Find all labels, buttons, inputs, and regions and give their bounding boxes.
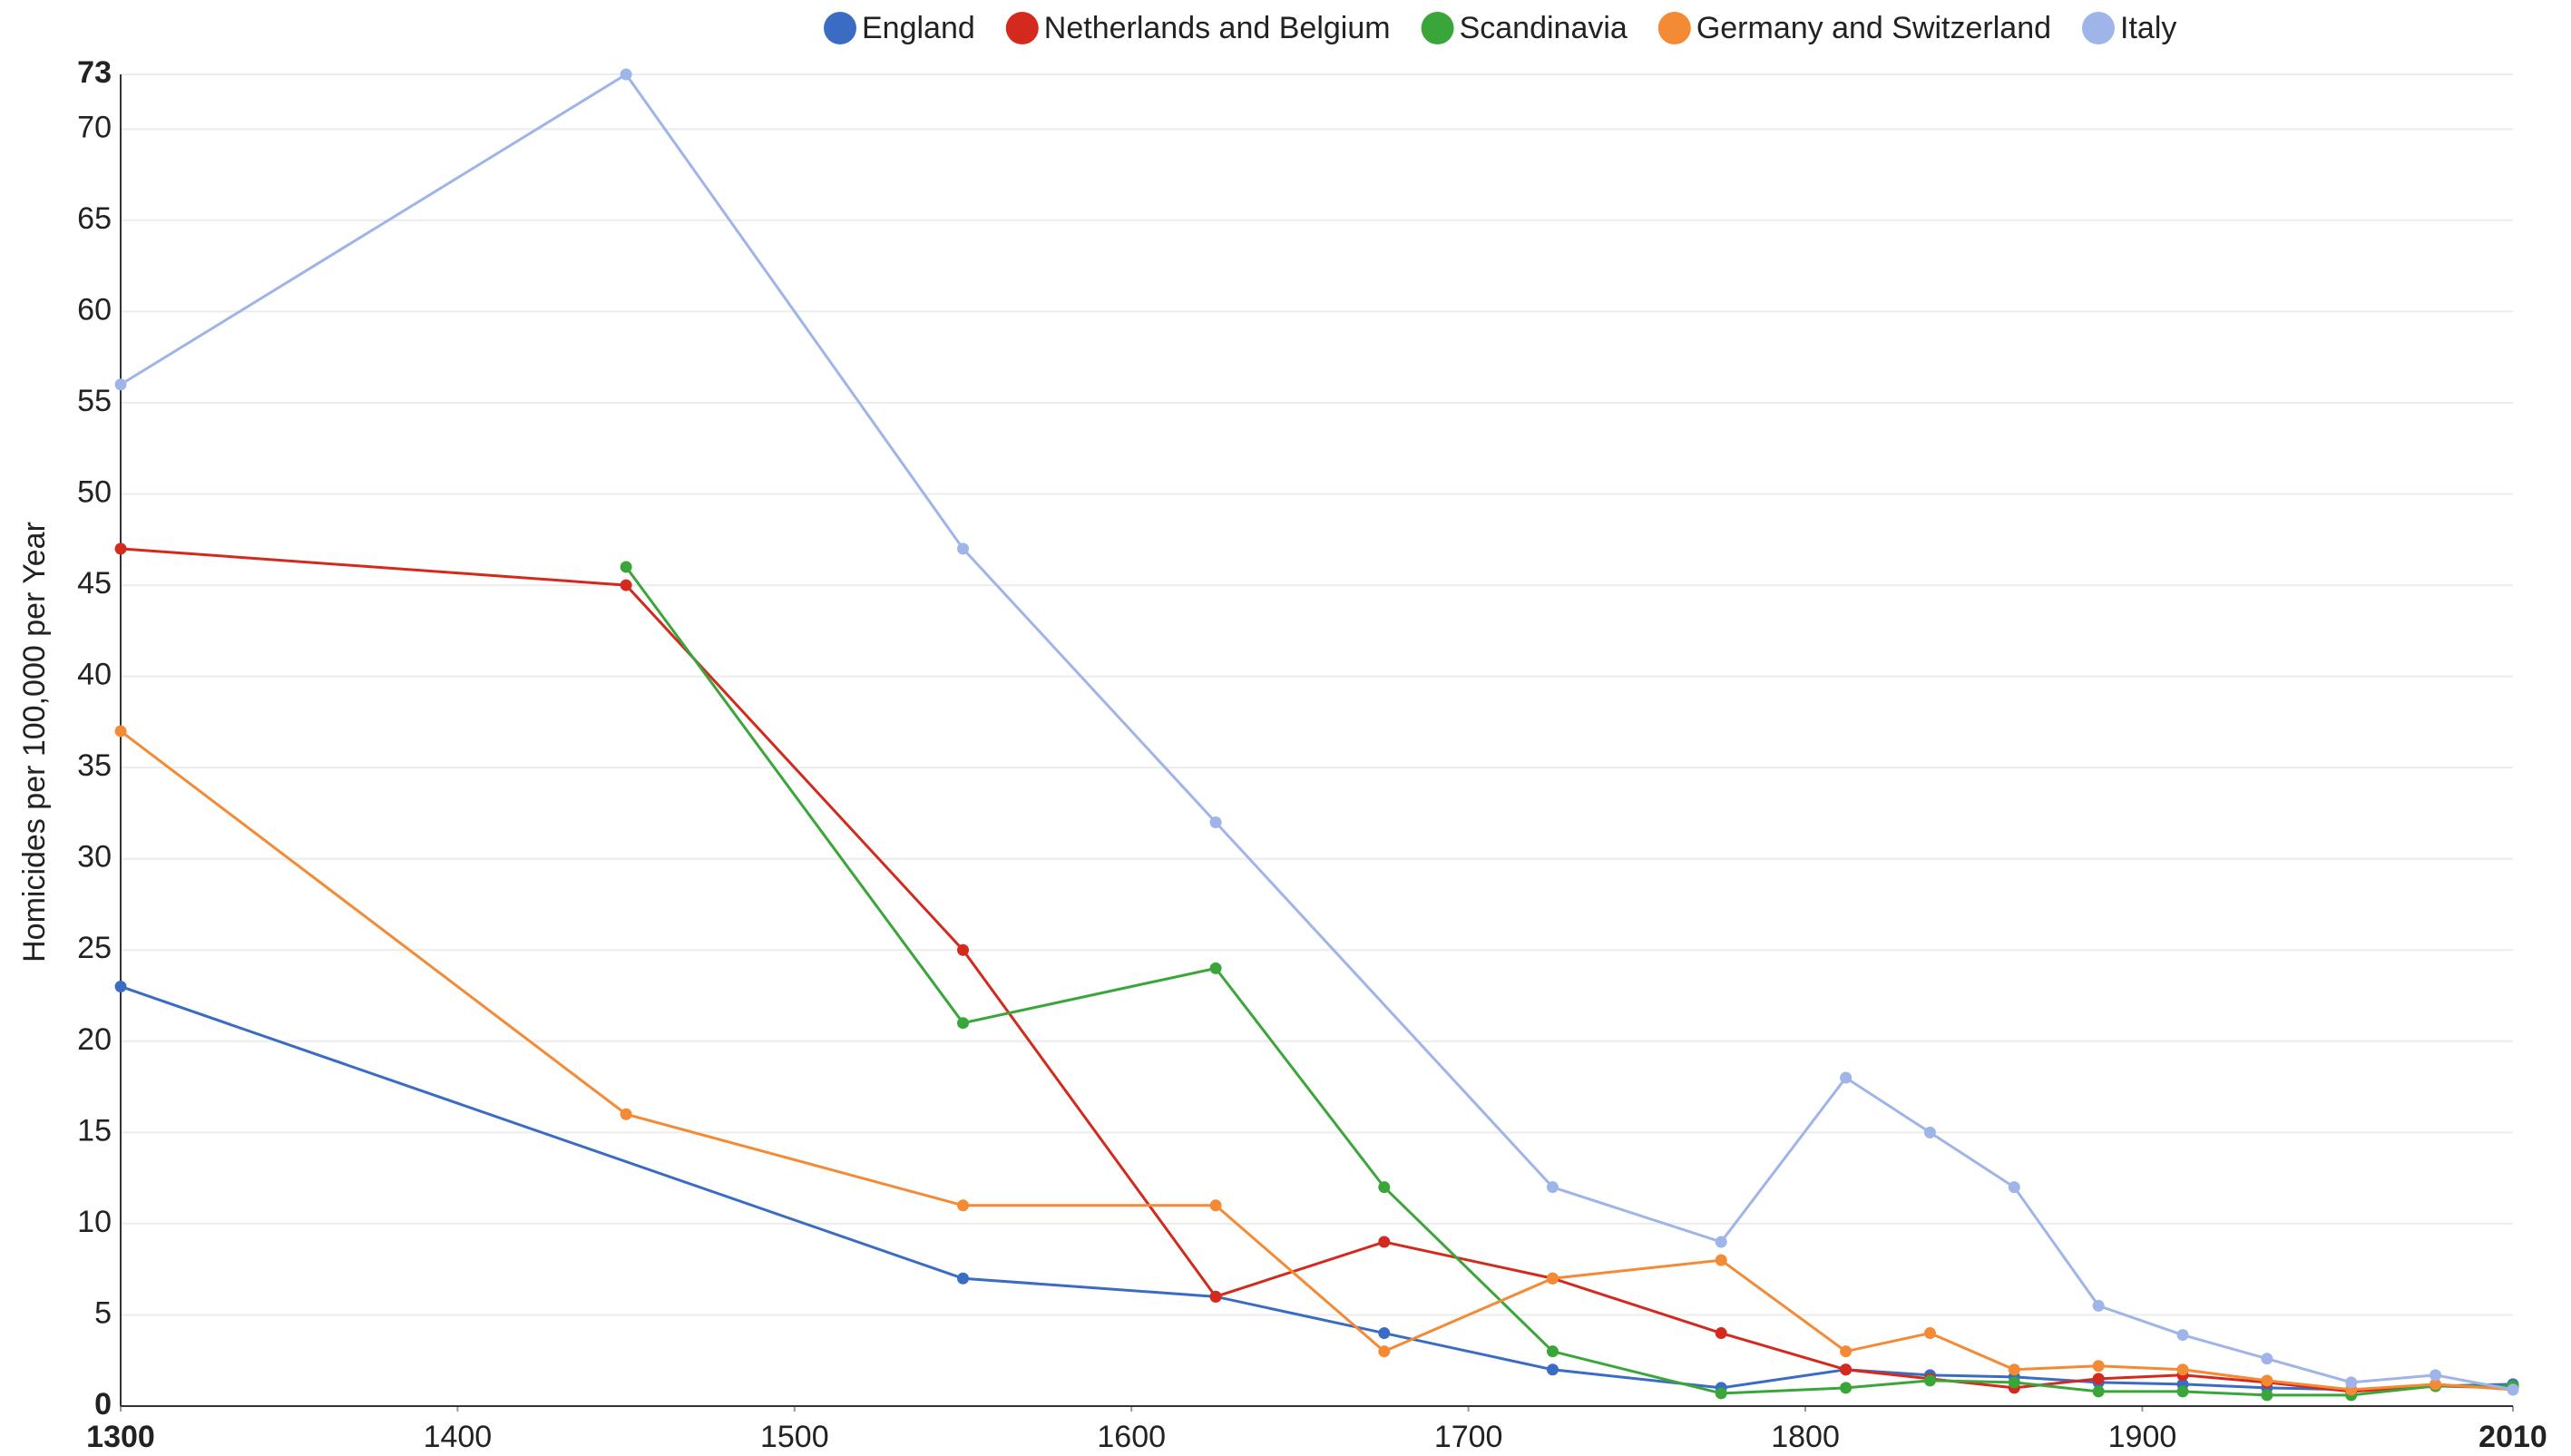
data-point bbox=[957, 542, 970, 555]
x-tick-label: 1600 bbox=[1097, 1420, 1166, 1454]
legend-label: Scandinavia bbox=[1460, 11, 1628, 45]
data-point bbox=[1715, 1254, 1727, 1266]
series-line bbox=[120, 985, 2514, 1392]
data-point bbox=[2345, 1376, 2358, 1389]
data-point bbox=[1378, 1345, 1391, 1358]
data-point bbox=[2429, 1369, 2442, 1382]
data-point bbox=[1840, 1363, 1852, 1376]
data-point bbox=[1378, 1236, 1391, 1248]
data-point bbox=[1378, 1327, 1391, 1340]
data-point bbox=[2176, 1329, 2189, 1342]
y-tick-label: 60 bbox=[77, 292, 112, 327]
x-tick-label: 1800 bbox=[1771, 1420, 1840, 1454]
y-tick-label: 50 bbox=[77, 475, 112, 510]
data-point bbox=[957, 1017, 970, 1030]
y-tick-label: 30 bbox=[77, 840, 112, 875]
y-axis-title: Homicides per 100,000 per Year bbox=[17, 522, 52, 963]
x-tick-label: 2010 bbox=[2478, 1420, 2547, 1454]
data-point bbox=[957, 943, 970, 956]
x-tick-label: 1400 bbox=[424, 1420, 493, 1454]
data-point bbox=[2261, 1374, 2273, 1387]
data-point bbox=[2008, 1181, 2020, 1194]
series-line bbox=[120, 729, 2514, 1392]
data-point bbox=[1209, 1199, 1222, 1212]
data-point bbox=[1923, 1374, 1936, 1387]
series-line bbox=[624, 566, 2513, 1397]
data-point bbox=[114, 725, 127, 738]
data-point bbox=[1546, 1181, 1559, 1194]
data-point bbox=[1715, 1327, 1727, 1340]
y-tick-label: 20 bbox=[77, 1022, 112, 1057]
x-tick-label: 1900 bbox=[2108, 1420, 2177, 1454]
legend-label: Italy bbox=[2120, 11, 2176, 45]
data-point bbox=[620, 579, 632, 591]
data-point bbox=[620, 561, 632, 573]
data-point bbox=[2261, 1353, 2273, 1365]
data-point bbox=[1840, 1071, 1852, 1084]
x-tick-label: 1300 bbox=[86, 1420, 155, 1454]
data-point bbox=[1209, 962, 1222, 974]
data-point bbox=[2176, 1363, 2189, 1376]
y-tick-label: 70 bbox=[77, 110, 112, 144]
legend-swatch bbox=[1005, 12, 1039, 44]
legend-label: Germany and Switzerland bbox=[1696, 11, 2051, 45]
data-point bbox=[620, 1108, 632, 1120]
data-point bbox=[114, 378, 127, 391]
legend-swatch bbox=[2082, 12, 2116, 44]
legend-label: Netherlands and Belgium bbox=[1044, 11, 1391, 45]
data-point bbox=[2176, 1385, 2189, 1398]
y-tick-label: 25 bbox=[77, 931, 112, 965]
x-tick-label: 1700 bbox=[1434, 1420, 1503, 1454]
data-point bbox=[1715, 1236, 1727, 1248]
data-point bbox=[1378, 1181, 1391, 1194]
data-point bbox=[1840, 1382, 1852, 1394]
data-point bbox=[2092, 1299, 2105, 1312]
data-point bbox=[2092, 1373, 2105, 1385]
y-tick-label: 0 bbox=[94, 1387, 112, 1422]
data-point bbox=[1546, 1363, 1559, 1376]
y-tick-label: 15 bbox=[77, 1113, 112, 1148]
y-tick-label: 5 bbox=[94, 1295, 112, 1330]
series-line bbox=[120, 547, 2514, 1393]
data-point bbox=[1546, 1272, 1559, 1285]
y-tick-label: 73 bbox=[77, 55, 112, 90]
data-point bbox=[1840, 1345, 1852, 1358]
y-tick-label: 45 bbox=[77, 566, 112, 601]
legend-swatch bbox=[824, 12, 856, 44]
data-point bbox=[1923, 1126, 1936, 1138]
data-point bbox=[2261, 1389, 2273, 1402]
legend-swatch bbox=[1657, 12, 1691, 44]
legend-swatch bbox=[1421, 12, 1454, 44]
data-point bbox=[114, 980, 127, 992]
y-tick-label: 10 bbox=[77, 1205, 112, 1239]
legend-label: England bbox=[862, 11, 975, 45]
data-point bbox=[2008, 1376, 2020, 1389]
data-point bbox=[2008, 1363, 2020, 1376]
y-tick-label: 55 bbox=[77, 384, 112, 418]
data-point bbox=[1209, 816, 1222, 828]
y-tick-label: 40 bbox=[77, 658, 112, 692]
data-point bbox=[957, 1199, 970, 1212]
data-point bbox=[1715, 1387, 1727, 1400]
data-point bbox=[2507, 1383, 2519, 1396]
data-point bbox=[2429, 1378, 2442, 1391]
x-tick-label: 1500 bbox=[760, 1420, 829, 1454]
y-tick-label: 65 bbox=[77, 201, 112, 236]
data-point bbox=[2092, 1385, 2105, 1398]
data-point bbox=[2092, 1360, 2105, 1373]
data-point bbox=[1546, 1345, 1559, 1358]
data-point bbox=[620, 68, 632, 81]
data-point bbox=[114, 542, 127, 555]
series-line bbox=[120, 72, 2514, 1392]
data-point bbox=[1209, 1290, 1222, 1303]
y-tick-label: 35 bbox=[77, 748, 112, 783]
data-point bbox=[1923, 1327, 1936, 1340]
data-point bbox=[957, 1272, 970, 1285]
